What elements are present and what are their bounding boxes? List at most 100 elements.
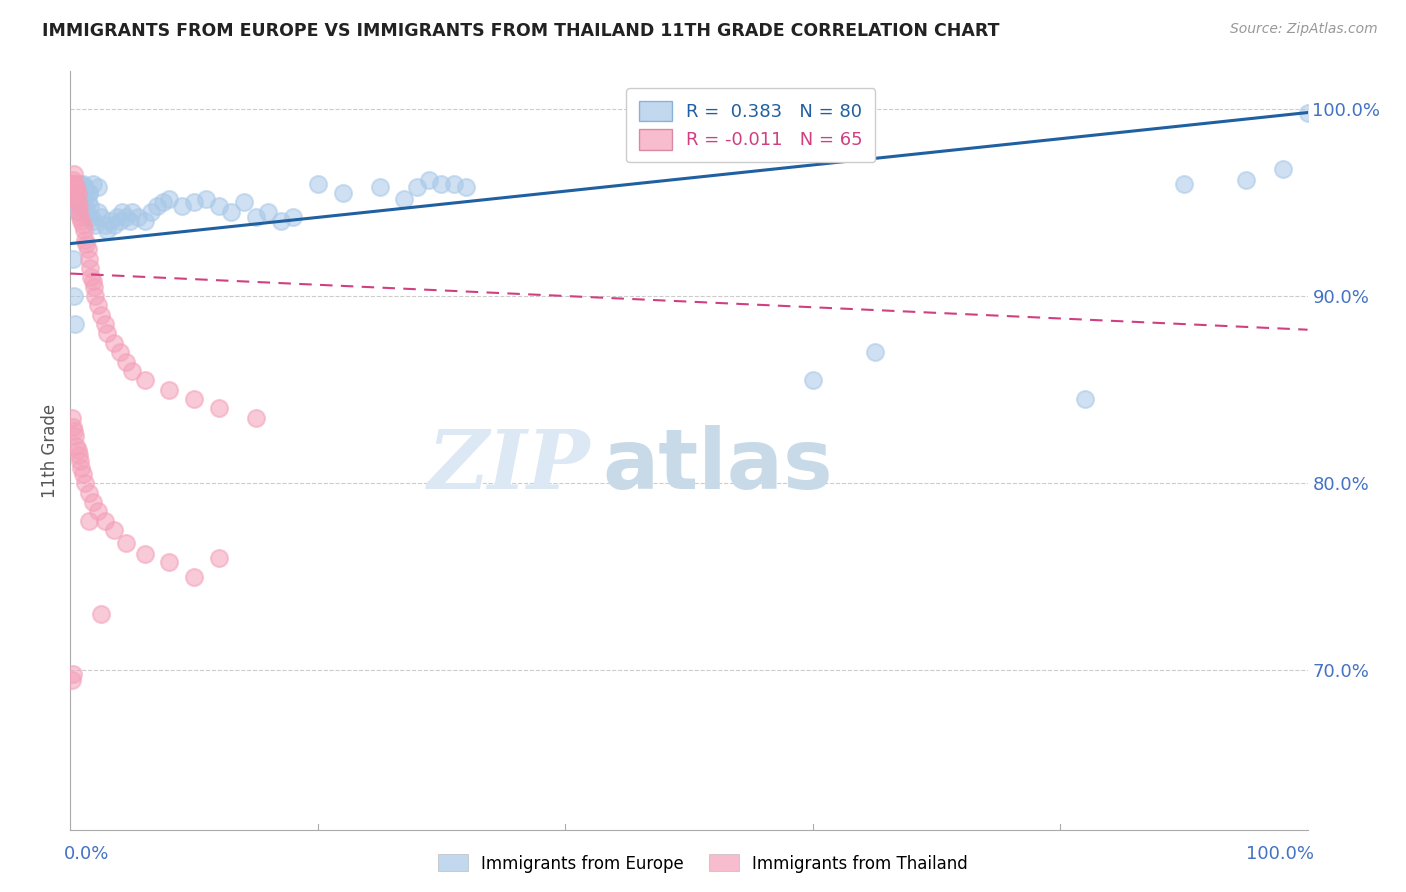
Point <box>75 476 97 491</box>
Point <box>96 223 118 237</box>
Point <box>82 214 104 228</box>
Point <box>134 547 156 561</box>
Point <box>1173 177 1195 191</box>
Point <box>208 551 231 566</box>
Point <box>121 204 143 219</box>
Point <box>108 214 131 228</box>
Point <box>69 454 91 468</box>
Point <box>63 177 86 191</box>
Point <box>66 204 89 219</box>
Point <box>115 536 138 550</box>
Point <box>332 186 354 200</box>
Point <box>157 192 180 206</box>
Point <box>75 236 97 251</box>
Point <box>65 195 87 210</box>
Text: ZIP: ZIP <box>427 425 591 506</box>
Point <box>67 186 90 200</box>
Point <box>62 420 84 434</box>
Point <box>157 383 180 397</box>
Point <box>1296 105 1319 120</box>
Point <box>72 177 94 191</box>
Point <box>1271 161 1294 176</box>
Point <box>115 211 138 225</box>
Point <box>65 317 87 331</box>
Text: 0.0%: 0.0% <box>65 845 110 863</box>
Point <box>94 317 117 331</box>
Point <box>90 211 112 225</box>
Point <box>73 186 96 200</box>
Point <box>76 242 98 256</box>
Point <box>430 177 453 191</box>
Point <box>94 514 117 528</box>
Point <box>60 410 83 425</box>
Point <box>60 186 83 200</box>
Point <box>134 214 156 228</box>
Point <box>245 410 267 425</box>
Point <box>69 186 91 200</box>
Point <box>105 211 128 225</box>
Point <box>152 195 174 210</box>
Point <box>75 204 97 219</box>
Point <box>62 173 84 187</box>
Point <box>65 180 87 194</box>
Point <box>270 214 292 228</box>
Point <box>65 184 87 198</box>
Point <box>84 218 107 232</box>
Point <box>83 279 105 293</box>
Point <box>65 186 87 200</box>
Point <box>67 204 90 219</box>
Point <box>80 270 103 285</box>
Point <box>146 199 169 213</box>
Point <box>77 514 100 528</box>
Point <box>418 173 440 187</box>
Point <box>69 211 91 225</box>
Point <box>134 373 156 387</box>
Text: atlas: atlas <box>602 425 834 506</box>
Point <box>307 177 329 191</box>
Point <box>115 354 138 368</box>
Point <box>67 448 90 462</box>
Point <box>67 199 90 213</box>
Point <box>63 180 86 194</box>
Text: IMMIGRANTS FROM EUROPE VS IMMIGRANTS FROM THAILAND 11TH GRADE CORRELATION CHART: IMMIGRANTS FROM EUROPE VS IMMIGRANTS FRO… <box>42 22 1000 40</box>
Point <box>75 233 97 247</box>
Point <box>63 289 86 303</box>
Point <box>72 218 94 232</box>
Point <box>65 192 87 206</box>
Point <box>65 180 87 194</box>
Point <box>62 252 84 266</box>
Point <box>66 442 89 457</box>
Point <box>70 214 93 228</box>
Point <box>62 180 84 194</box>
Point <box>60 177 83 191</box>
Point <box>86 204 108 219</box>
Point <box>863 345 886 359</box>
Point <box>405 180 427 194</box>
Y-axis label: 11th Grade: 11th Grade <box>41 403 59 498</box>
Point <box>86 298 108 312</box>
Point <box>183 195 205 210</box>
Point <box>208 199 231 213</box>
Point <box>183 392 205 406</box>
Point <box>111 204 134 219</box>
Point <box>65 439 87 453</box>
Point <box>394 192 416 206</box>
Point <box>801 373 824 387</box>
Point <box>79 260 101 275</box>
Point <box>245 211 267 225</box>
Point <box>183 570 205 584</box>
Point <box>86 180 108 194</box>
Point <box>170 199 193 213</box>
Point <box>60 673 83 687</box>
Point <box>98 214 121 228</box>
Point <box>60 177 83 191</box>
Point <box>72 192 94 206</box>
Point <box>127 211 149 225</box>
Point <box>66 177 89 191</box>
Point <box>281 211 304 225</box>
Point <box>63 424 86 438</box>
Point <box>208 401 231 416</box>
Point <box>70 180 93 194</box>
Point <box>62 186 84 200</box>
Point <box>195 192 218 206</box>
